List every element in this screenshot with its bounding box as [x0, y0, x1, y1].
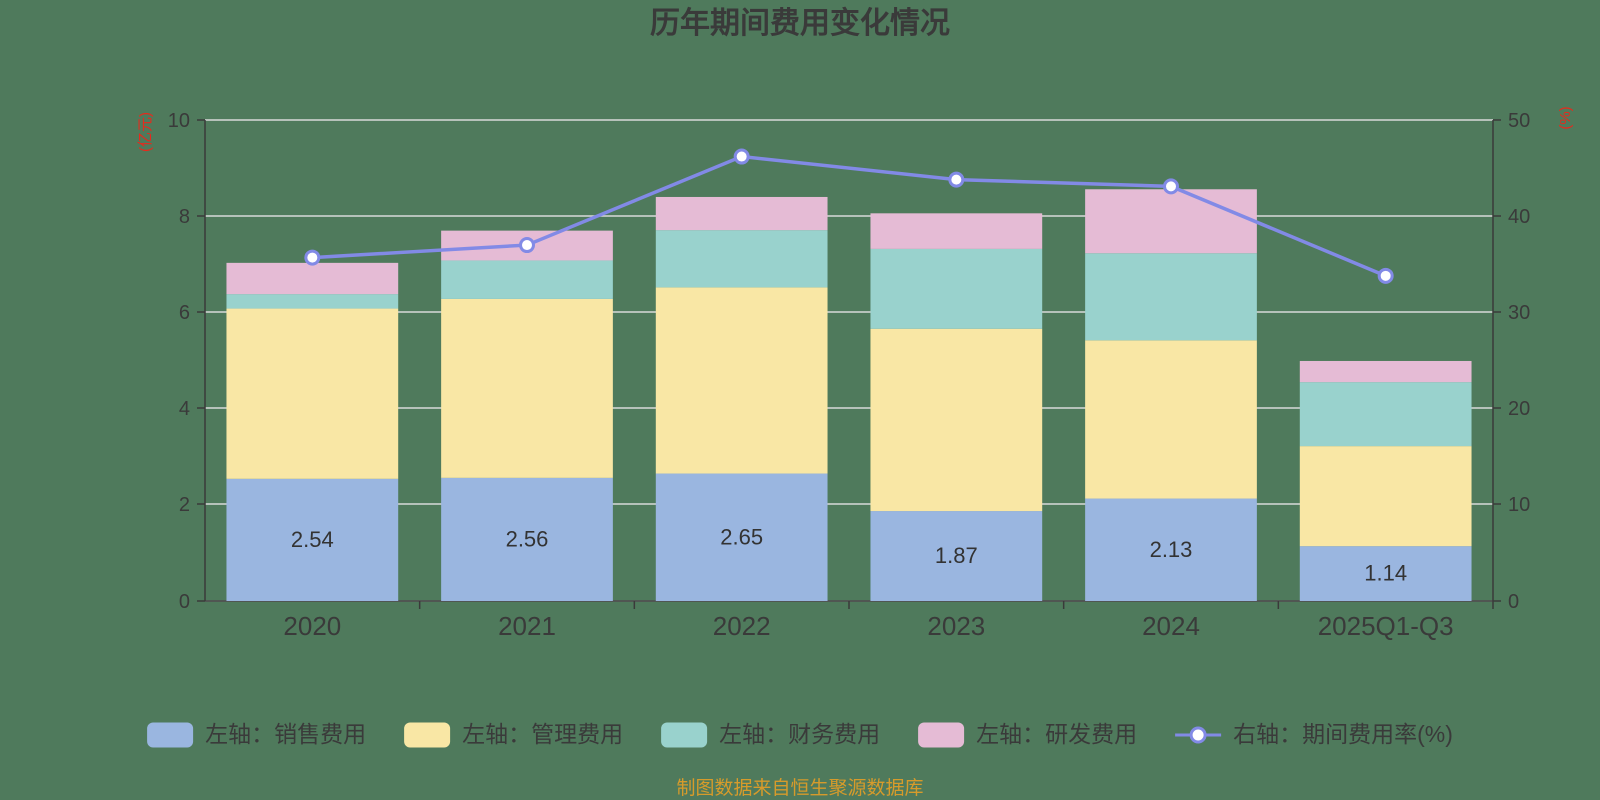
svg-text:左轴：销售费用: 左轴：销售费用	[205, 721, 366, 747]
svg-text:2: 2	[179, 494, 190, 516]
svg-text:2024: 2024	[1142, 611, 1200, 641]
svg-text:4: 4	[179, 398, 190, 420]
svg-text:历年期间费用变化情况: 历年期间费用变化情况	[650, 6, 950, 40]
svg-text:2.65: 2.65	[720, 524, 763, 549]
svg-text:10: 10	[168, 110, 190, 132]
svg-text:10: 10	[1508, 494, 1530, 516]
svg-text:2.13: 2.13	[1150, 537, 1193, 562]
svg-text:制图数据来自恒生聚源数据库: 制图数据来自恒生聚源数据库	[676, 777, 923, 799]
svg-text:1.14: 1.14	[1364, 561, 1407, 586]
svg-text:左轴：管理费用: 左轴：管理费用	[462, 721, 623, 747]
svg-text:40: 40	[1508, 206, 1530, 228]
svg-text:2022: 2022	[713, 611, 771, 641]
svg-text:20: 20	[1508, 398, 1530, 420]
svg-text:8: 8	[179, 206, 190, 228]
svg-text:(亿元): (亿元)	[137, 112, 154, 152]
svg-text:2021: 2021	[498, 611, 556, 641]
svg-text:2025Q1-Q3: 2025Q1-Q3	[1318, 611, 1454, 641]
svg-text:(%): (%)	[1557, 106, 1574, 129]
svg-text:50: 50	[1508, 110, 1530, 132]
svg-text:右轴：期间费用率(%): 右轴：期间费用率(%)	[1233, 721, 1453, 747]
svg-text:1.87: 1.87	[935, 543, 978, 568]
svg-text:2023: 2023	[927, 611, 985, 641]
svg-text:2.56: 2.56	[506, 526, 549, 551]
svg-text:2020: 2020	[283, 611, 341, 641]
svg-text:0: 0	[179, 591, 190, 613]
svg-text:30: 30	[1508, 302, 1530, 324]
svg-text:2.54: 2.54	[291, 527, 334, 552]
svg-text:0: 0	[1508, 591, 1519, 613]
svg-text:6: 6	[179, 302, 190, 324]
svg-text:左轴：研发费用: 左轴：研发费用	[976, 721, 1137, 747]
svg-text:左轴：财务费用: 左轴：财务费用	[719, 721, 880, 747]
